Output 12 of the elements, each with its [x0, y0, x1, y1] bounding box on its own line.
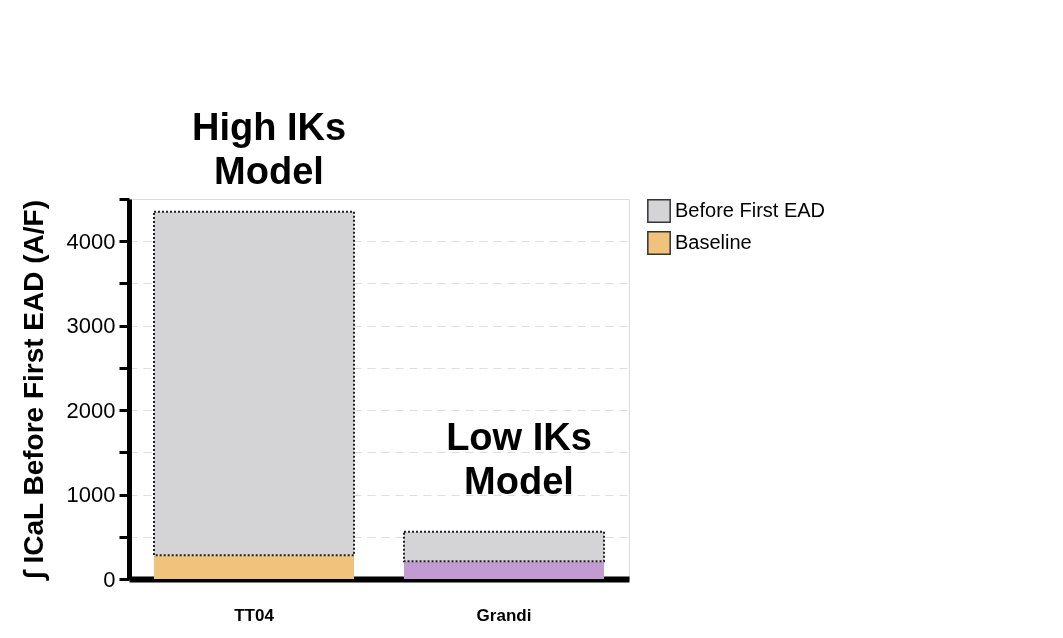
- text: High IKs Model: [191, 106, 347, 192]
- y-tick-label: 4000: [66, 228, 116, 254]
- y-tick-label: 1000: [66, 482, 116, 508]
- annotation: Low IKs Model: [446, 416, 592, 502]
- y-tick-label: 2000: [66, 397, 116, 423]
- y-tick-label: 0: [103, 566, 116, 592]
- x-tick-label: Grandi: [476, 605, 532, 625]
- legend-label: Baseline: [675, 231, 752, 253]
- legend-label: Before First EAD: [675, 199, 826, 221]
- y-axis-title: ∫ ICaL Before First EAD (A/F): [17, 200, 50, 581]
- y-tick-label: 3000: [66, 313, 116, 339]
- x-tick-label: TT04: [234, 605, 275, 625]
